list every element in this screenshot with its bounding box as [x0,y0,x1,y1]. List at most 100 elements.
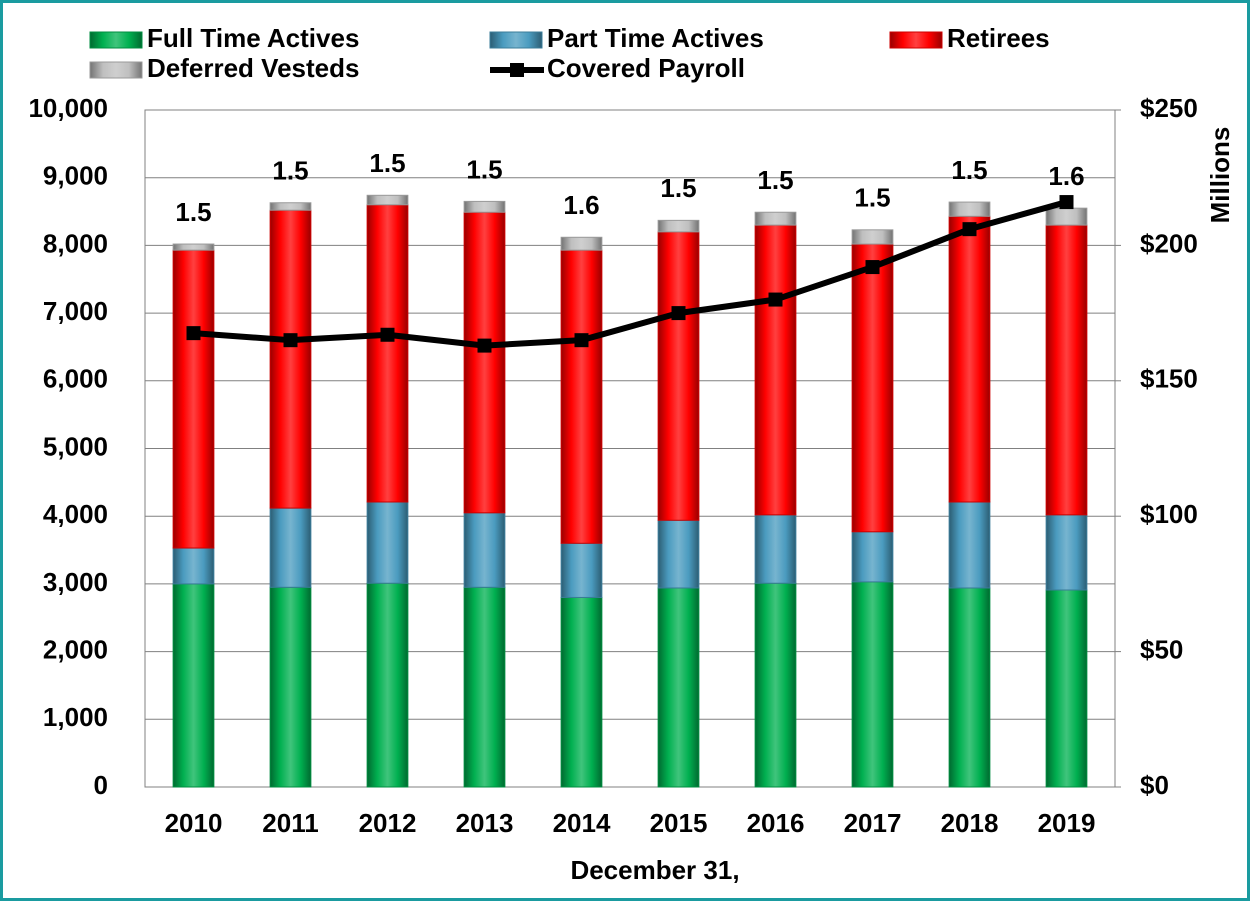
bar [948,587,991,788]
bar [851,229,894,245]
y-tick-label: 10,000 [28,93,108,123]
bar [948,501,991,589]
legend-marker [510,63,524,77]
y-tick-label: 0 [94,770,108,800]
bar [366,194,409,206]
bar [657,587,700,788]
x-tick-label: 2017 [844,808,902,838]
bar [754,514,797,584]
bar-top-label: 1.5 [951,155,987,185]
bar [560,249,603,544]
y-tick-label: 2,000 [43,634,108,664]
bar [172,243,215,251]
bar [366,204,409,503]
bar-top-label: 1.5 [466,154,502,184]
y2-tick-label: $150 [1140,364,1198,394]
bar-top-label: 1.5 [369,148,405,178]
x-tick-label: 2015 [650,808,708,838]
y-tick-label: 8,000 [43,228,108,258]
bar [366,501,409,584]
bar-top-label: 1.6 [1048,161,1084,191]
bar [1045,207,1088,226]
bar-top-label: 1.5 [854,183,890,213]
bar [948,215,991,503]
legend-label: Deferred Vesteds [147,53,359,83]
bar-top-label: 1.5 [660,173,696,203]
line-marker [283,333,298,348]
x-axis-title: December 31, [570,855,739,885]
bar [463,512,506,588]
y2-tick-label: $0 [1140,770,1169,800]
bar [172,583,215,788]
legend-label: Full Time Actives [147,23,359,53]
bar [269,507,312,588]
bar [269,202,312,211]
line-marker [380,327,395,342]
y-tick-label: 5,000 [43,431,108,461]
line-marker [865,260,880,275]
line-marker [671,306,686,321]
y2-tick-label: $200 [1140,228,1198,258]
y2-tick-label: $250 [1140,93,1198,123]
x-tick-label: 2011 [262,808,318,838]
legend-label: Part Time Actives [547,23,764,53]
legend-label: Retirees [947,23,1050,53]
bar [851,531,894,583]
bar [463,211,506,514]
y2-axis-title: Millions [1205,127,1235,224]
bar [851,581,894,788]
bar-top-label: 1.6 [563,190,599,220]
line [193,199,1068,349]
bar [948,201,991,217]
bar [851,243,894,533]
legend-swatch [89,61,143,79]
bar-top-label: 1.5 [757,165,793,195]
bar-top-label: 1.5 [175,197,211,227]
bar-top-label: 1.5 [272,156,308,186]
bar [172,249,215,549]
bar [560,596,603,788]
x-tick-label: 2010 [165,808,223,838]
bar [754,211,797,226]
bar [269,586,312,788]
x-tick-label: 2016 [747,808,805,838]
bar [1045,589,1088,788]
x-tick-label: 2012 [359,808,417,838]
line-marker [1059,195,1074,210]
x-tick-label: 2014 [553,808,611,838]
line-marker [574,333,589,348]
y-tick-label: 7,000 [43,296,108,326]
bar [754,582,797,788]
x-tick-label: 2013 [456,808,514,838]
bar [172,547,215,585]
legend-label: Covered Payroll [547,53,745,83]
bar [269,209,312,509]
line-marker [477,338,492,353]
y-tick-label: 6,000 [43,364,108,394]
y2-tick-label: $50 [1140,634,1183,664]
y-tick-label: 4,000 [43,499,108,529]
x-tick-label: 2019 [1038,808,1096,838]
y-tick-label: 1,000 [43,702,108,732]
bar [1045,514,1088,591]
y-tick-label: 9,000 [43,161,108,191]
bar [560,542,603,598]
bar [657,231,700,521]
legend-swatch [489,31,543,49]
line-marker [186,326,201,341]
bar [657,519,700,589]
y2-tick-label: $100 [1140,499,1198,529]
y-tick-label: 3,000 [43,567,108,597]
line-marker [768,292,783,307]
bar [366,582,409,788]
bar [463,200,506,213]
bar [657,219,700,233]
x-tick-label: 2018 [941,808,999,838]
legend-swatch [889,31,943,49]
bar [1045,224,1088,516]
bar [463,586,506,788]
bar [754,224,797,516]
line-marker [962,222,977,237]
legend-swatch [89,31,143,49]
